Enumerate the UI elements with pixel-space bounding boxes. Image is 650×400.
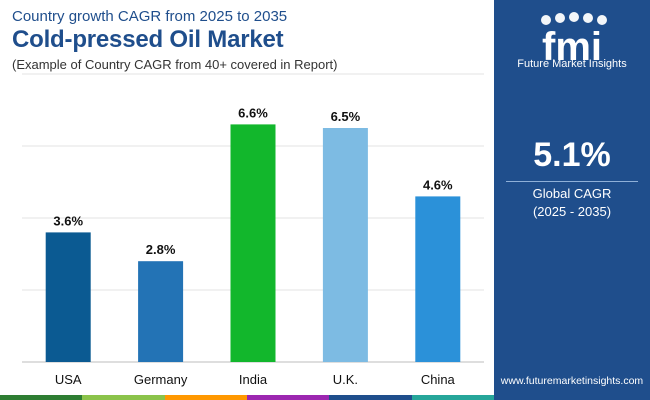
- strip-segment-2: [164, 395, 247, 400]
- x-tick-label: USA: [55, 372, 82, 387]
- bar-u-k: [322, 128, 368, 362]
- bottom-color-strip: [0, 395, 494, 400]
- logo-icon-4: [583, 13, 593, 23]
- data-label: 4.6%: [423, 177, 453, 192]
- data-label: 6.6%: [238, 105, 268, 120]
- data-label: 6.5%: [331, 109, 361, 124]
- chart-title: Cold-pressed Oil Market: [12, 26, 284, 53]
- logo-icon-1: [541, 15, 551, 25]
- logo-text: fmi: [542, 25, 602, 69]
- logo-icon-5: [597, 15, 607, 25]
- global-cagr-period: (2025 - 2035): [532, 204, 612, 219]
- strip-segment-4: [329, 395, 412, 400]
- strip-segment-1: [82, 395, 165, 400]
- website-url[interactable]: www.futuremarketinsights.com: [500, 375, 644, 387]
- strip-segment-5: [411, 395, 494, 400]
- cagr-divider: [506, 181, 638, 182]
- chart-subtitle: Country growth CAGR from 2025 to 2035: [12, 8, 288, 25]
- data-label: 3.6%: [53, 213, 83, 228]
- bar-china: [415, 196, 461, 362]
- x-tick-label: U.K.: [333, 372, 358, 387]
- bar-usa: [45, 232, 91, 362]
- x-tick-label: China: [421, 372, 456, 387]
- side-panel: fmi Future Market Insights 5.1% Global C…: [494, 0, 650, 400]
- chart-caption: (Example of Country CAGR from 40+ covere…: [12, 57, 338, 72]
- strip-segment-0: [0, 395, 83, 400]
- bar-chart: 3.6% USA 2.8% Germany 6.6% India 6.5% U.K. 4.6% C…: [22, 73, 484, 387]
- bar-india: [230, 124, 276, 363]
- strip-segment-3: [246, 395, 330, 400]
- logo-caption: Future Market Insights: [517, 58, 627, 70]
- fmi-logo: fmi: [541, 12, 607, 69]
- logo-icon-2: [555, 13, 565, 23]
- logo-icon-3: [569, 12, 579, 22]
- global-cagr-value: 5.1%: [533, 136, 611, 174]
- data-label: 2.8%: [146, 242, 176, 257]
- x-tick-label: Germany: [134, 372, 188, 387]
- global-cagr-label: Global CAGR: [532, 186, 612, 201]
- bar-germany: [138, 261, 184, 362]
- x-tick-label: India: [239, 372, 268, 387]
